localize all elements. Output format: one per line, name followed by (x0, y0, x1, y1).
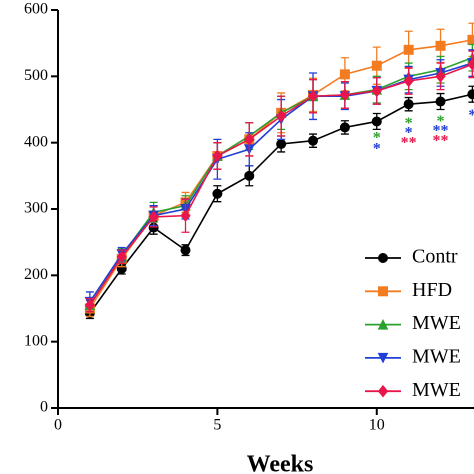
legend-label: Contr (412, 246, 458, 268)
x-tick-label: 5 (213, 417, 221, 434)
marker (212, 188, 223, 199)
marker (276, 138, 287, 149)
marker (377, 384, 389, 398)
marker (180, 245, 191, 256)
legend-label: HFD (412, 279, 452, 301)
marker (467, 34, 474, 45)
marker (180, 209, 191, 222)
marker (339, 69, 350, 80)
marker (467, 89, 474, 100)
marker (435, 96, 446, 107)
y-tick-label: 0 (40, 399, 48, 416)
annotation: * (405, 125, 413, 142)
annotation: * (373, 129, 381, 146)
marker (403, 44, 414, 55)
marker (435, 70, 446, 83)
y-tick-label: 100 (24, 332, 48, 349)
marker (244, 170, 255, 181)
x-tick-label: 0 (54, 417, 62, 434)
x-tick-label: 10 (369, 417, 385, 434)
annotation: * (437, 113, 445, 130)
marker (339, 88, 351, 102)
marker (116, 250, 127, 264)
y-tick-label: 500 (24, 67, 48, 84)
annotation: ** (401, 135, 417, 152)
y-tick-label: 400 (24, 133, 48, 150)
marker (84, 298, 96, 312)
marker (148, 210, 159, 224)
marker (377, 318, 389, 330)
marker (435, 40, 446, 51)
legend-label: MWE (412, 345, 461, 367)
marker (403, 99, 414, 110)
annotation: ** (433, 133, 449, 150)
marker (403, 74, 414, 88)
marker (339, 122, 350, 133)
marker (307, 89, 319, 103)
legend-label: MWE (412, 312, 461, 334)
marker (378, 286, 388, 297)
legend-label: MWE (412, 379, 461, 401)
y-tick-label: 200 (24, 266, 48, 283)
series (84, 43, 474, 313)
marker (378, 253, 388, 263)
annotation: * (405, 115, 413, 132)
marker (244, 133, 255, 146)
x-axis-label: Weeks (247, 452, 314, 474)
marker (467, 58, 474, 71)
marker (308, 135, 319, 146)
y-tick-label: 300 (24, 200, 48, 217)
annotation: * (468, 107, 474, 124)
annotation: ** (433, 123, 449, 140)
annotation: * (373, 141, 381, 158)
marker (212, 149, 223, 163)
marker (371, 84, 382, 98)
marker (371, 60, 382, 71)
series (84, 50, 474, 313)
series (84, 22, 474, 318)
series (84, 49, 474, 313)
marker (377, 352, 389, 364)
y-tick-label: 600 (24, 1, 48, 18)
marker (275, 109, 287, 123)
marker (371, 116, 382, 127)
